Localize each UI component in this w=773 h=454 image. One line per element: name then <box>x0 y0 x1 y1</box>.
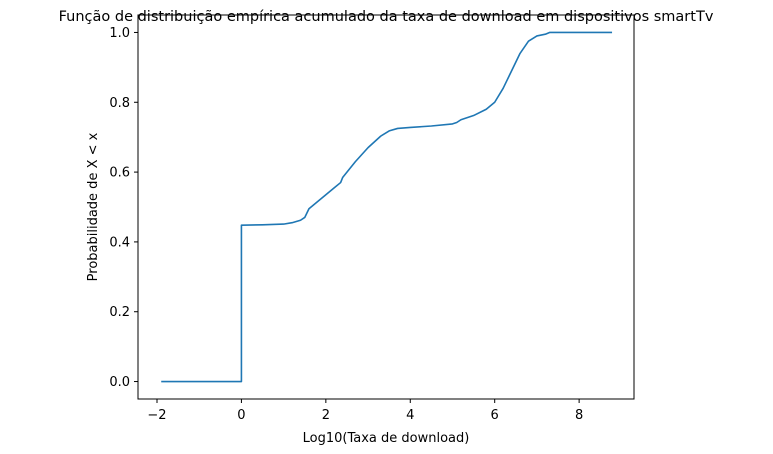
y-axis-label: Probabilidade de X < x <box>86 132 101 281</box>
x-tick-label: 8 <box>575 408 583 423</box>
y-tick-label: 0.6 <box>109 166 130 181</box>
y-axis-ticks: 0.0 0.2 0.4 0.6 0.8 1.0 <box>109 26 138 390</box>
y-tick-label: 0.8 <box>109 96 130 111</box>
x-tick-label: 4 <box>406 408 414 423</box>
x-tick-label: 0 <box>237 408 245 423</box>
ecdf-series-points <box>161 32 613 382</box>
x-axis-ticks: −2 0 2 4 6 8 <box>147 399 583 423</box>
x-tick-label: −2 <box>147 408 166 423</box>
ecdf-series-line <box>161 31 613 383</box>
y-tick-label: 0.4 <box>109 235 130 250</box>
plot-area-frame <box>137 14 635 400</box>
x-axis-label: Log10(Taxa de download) <box>303 431 470 446</box>
y-tick-label: 0.2 <box>109 305 130 320</box>
chart-title: Função de distribuição empírica acumulad… <box>59 9 714 25</box>
x-tick-label: 6 <box>491 408 499 423</box>
y-tick-label: 1.0 <box>109 26 130 41</box>
x-tick-label: 2 <box>322 408 330 423</box>
y-tick-label: 0.0 <box>109 375 130 390</box>
